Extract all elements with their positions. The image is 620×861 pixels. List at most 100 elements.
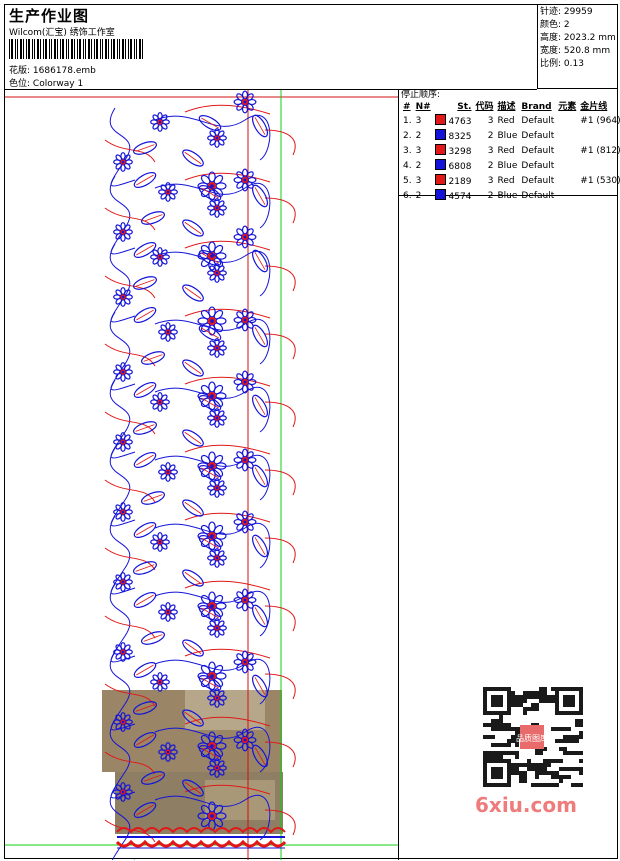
stop-sequence-caption: 停止顺序: [401, 90, 441, 100]
flower-motif [197, 171, 227, 201]
leaf-motif [133, 522, 157, 538]
flower-motif [233, 168, 257, 192]
stop-row: 3. 3 3298 3 Red Default #1 (812) [401, 144, 620, 159]
stop-sequence-table: # N# St. 代码 描述 Brand 元素 金片线 1. 3 4763 3 Red… [401, 101, 620, 204]
stop-cell-code: 2 [487, 161, 494, 171]
stat-height: 高度: 2023.2 mm [540, 33, 616, 43]
leaf-motif [198, 395, 222, 411]
leaf-motif [198, 250, 222, 266]
leaf-motif [132, 561, 158, 575]
company-name: Wilcom(汇宝) 绣饰工作室 [9, 28, 115, 38]
stop-cell-st: 3298 [433, 144, 474, 159]
leaf-motif [133, 382, 157, 398]
leaf-motif [140, 771, 166, 785]
leaf-motif [252, 324, 268, 348]
stop-cell-idx: 4. [403, 161, 412, 171]
leaf-motif [133, 732, 157, 748]
leaf-motif [182, 779, 204, 797]
header-divider [5, 89, 537, 90]
col-index: # [403, 102, 411, 112]
embroidery-preview [5, 90, 398, 860]
stop-row: 1. 3 4763 3 Red Default #1 (964) [401, 114, 620, 129]
flower-motif [207, 263, 227, 283]
stop-cell-seq: #1 (964) [580, 116, 620, 126]
col-sequin: 金片线 [580, 102, 608, 112]
stop-cell-brand: Default [521, 146, 555, 156]
stop-cell-desc: Red [497, 146, 515, 156]
leaf-motif [182, 359, 204, 377]
stop-cell-elem [556, 189, 578, 204]
stop-cell-n: 2 [415, 131, 422, 141]
stat-width: 宽度: 520.8 mm [540, 46, 611, 56]
stop-cell-seq: #1 (812) [580, 146, 620, 156]
leaf-motif [198, 325, 222, 341]
col-needle: N# [415, 102, 431, 112]
design-line: 花版: 1686178.emb [9, 63, 96, 76]
leaf-motif [182, 569, 204, 587]
stop-cell-desc: Blue [497, 161, 518, 171]
stop-cell-brand: Default [521, 131, 555, 141]
flower-motif [158, 742, 178, 762]
vertical-divider [398, 196, 399, 860]
flower-motif [113, 222, 133, 242]
leaf-motif [252, 184, 268, 208]
flower-motif [233, 510, 257, 534]
leaf-motif [198, 185, 222, 201]
stop-sequence-panel: 停止顺序: # N# St. 代码 描述 Brand 元素 金片线 1. 3 47… [398, 89, 620, 202]
leaf-motif [252, 249, 268, 273]
flower-motif [233, 728, 257, 752]
flower-motif [113, 287, 133, 307]
leaf-motif [182, 149, 204, 167]
flower-motif [197, 451, 227, 481]
leaf-motif [252, 114, 268, 138]
stop-cell-seq [578, 189, 620, 204]
flower-motif [207, 618, 227, 638]
watermark-text: 6xiu.com [475, 793, 577, 817]
leaf-motif [252, 534, 268, 558]
stop-cell-brand: Default [521, 161, 555, 171]
leaf-motif [140, 211, 166, 225]
flower-motif [233, 448, 257, 472]
leaf-motif [133, 242, 157, 258]
flower-motif [233, 370, 257, 394]
flower-motif [113, 782, 133, 802]
leaf-motif [140, 631, 166, 645]
leaf-motif [132, 421, 158, 435]
flower-motif [150, 672, 170, 692]
stop-cell-idx: 6. [403, 191, 412, 201]
leaf-motif [182, 499, 204, 517]
stats-panel: 针迹: 29959 颜色: 2 高度: 2023.2 mm 宽度: 520.8 … [537, 5, 617, 89]
flower-motif [207, 548, 227, 568]
stop-cell-idx: 3. [403, 146, 412, 156]
stop-cell-st: 6808 [433, 159, 474, 174]
colorway-line: 色位: Colorway 1 [9, 76, 83, 89]
leaf-motif [182, 219, 204, 237]
flower-motif [197, 661, 227, 691]
flower-motif [113, 432, 133, 452]
stitch-count: 8325 [448, 132, 472, 142]
flower-motif [197, 306, 227, 336]
flower-motif [197, 801, 227, 831]
col-stitches: St. [457, 102, 472, 112]
flower-motif [150, 532, 170, 552]
stop-cell-seq [578, 129, 620, 144]
flower-motif [150, 392, 170, 412]
stop-cell-st: 8325 [433, 129, 474, 144]
leaf-motif [252, 464, 268, 488]
stop-cell-desc: Blue [497, 191, 518, 201]
stat-colors: 颜色: 2 [540, 20, 570, 30]
col-desc: 描述 [497, 102, 516, 112]
page-title: 生产作业图 [9, 7, 90, 25]
leaf-motif [182, 429, 204, 447]
flower-motif [207, 198, 227, 218]
stop-cell-st: 2189 [433, 174, 474, 189]
flower-motif [207, 338, 227, 358]
colorway-label: 色位: [9, 79, 31, 89]
qr-stamp-text: 品质图库 [516, 733, 548, 743]
stop-cell-seq: #1 (530) [580, 176, 620, 186]
stop-table-header: # N# St. 代码 描述 Brand 元素 金片线 [401, 101, 620, 114]
stop-cell-n: 3 [415, 146, 422, 156]
leaf-motif [252, 674, 268, 698]
thread-swatch [434, 189, 446, 200]
col-code: 代码 [475, 102, 494, 112]
